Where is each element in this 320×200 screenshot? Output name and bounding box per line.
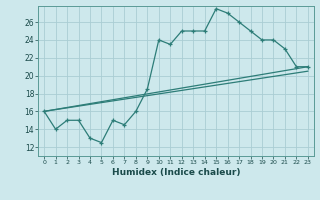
X-axis label: Humidex (Indice chaleur): Humidex (Indice chaleur) [112, 168, 240, 177]
